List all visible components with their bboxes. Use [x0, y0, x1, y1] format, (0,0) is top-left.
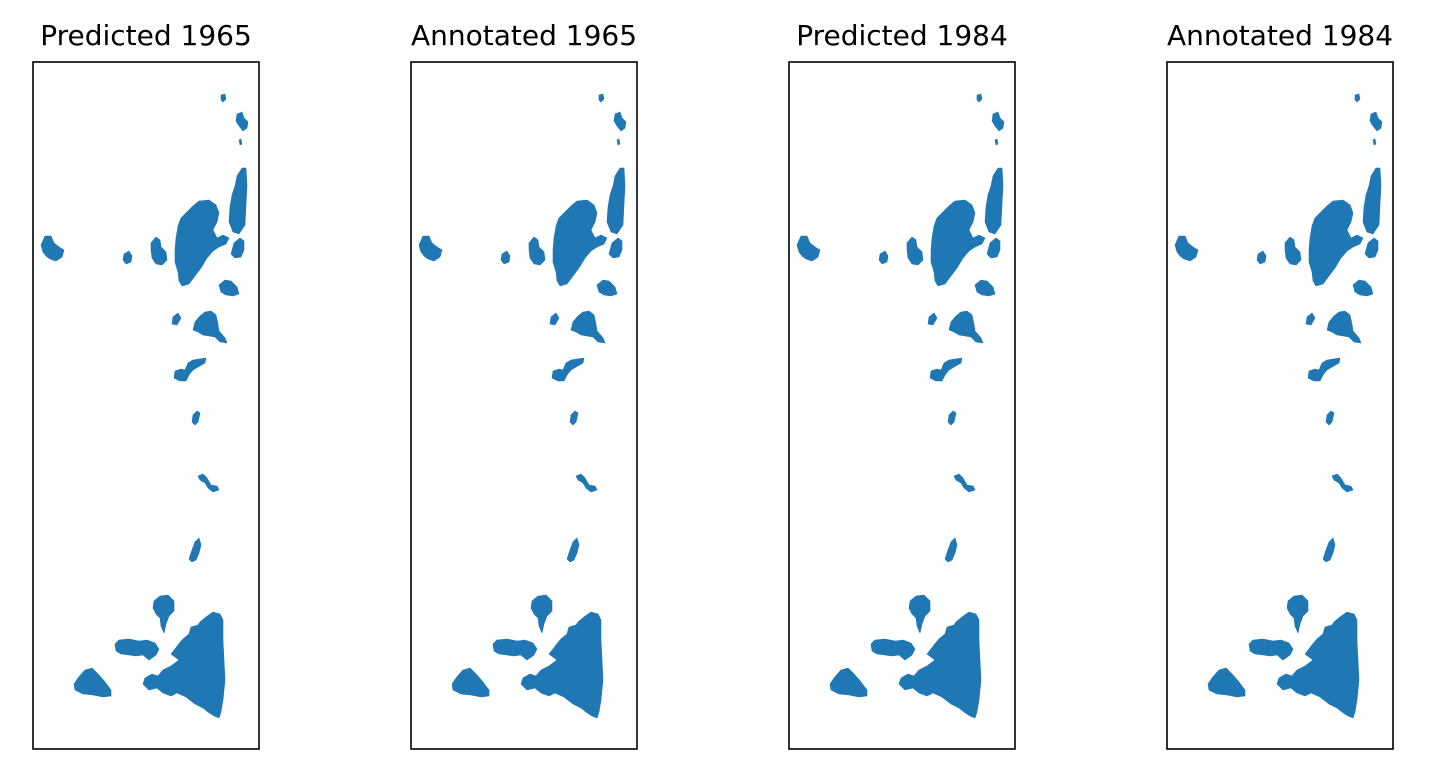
lake-polygon	[948, 310, 984, 344]
lake-polygon	[994, 138, 999, 146]
lake-polygon	[1331, 473, 1354, 493]
lake-polygon	[451, 667, 490, 698]
lake-polygon	[1174, 235, 1199, 262]
lake-polygons	[418, 93, 627, 719]
lake-polygon	[235, 111, 249, 132]
lake-polygon	[1284, 236, 1302, 266]
lake-polygon	[238, 138, 243, 146]
lake-polygon	[174, 199, 230, 287]
panel-annotated-1965: Annotated 1965	[410, 19, 638, 750]
lake-polygon	[122, 250, 133, 265]
lake-polygon	[492, 638, 538, 661]
lake-polygon	[570, 310, 606, 344]
lake-polygon	[1256, 250, 1267, 265]
lake-polygon	[218, 279, 240, 297]
lake-polygon	[906, 236, 924, 266]
lake-polygon	[1307, 357, 1341, 382]
lake-polygons	[40, 93, 249, 719]
lake-polygon	[1305, 312, 1316, 326]
lake-polygon	[40, 235, 65, 262]
lake-polygon	[878, 250, 889, 265]
lake-polygon	[1322, 537, 1336, 563]
panel-title: Predicted 1965	[40, 19, 252, 52]
lake-polygon	[908, 594, 931, 634]
lake-polygon	[520, 611, 604, 719]
lake-polygon	[1364, 237, 1379, 259]
lake-polygon	[549, 312, 560, 326]
lake-polygon	[1362, 167, 1382, 235]
lake-polygon	[188, 537, 202, 563]
lake-polygon	[930, 199, 986, 287]
lake-polygon	[173, 357, 207, 382]
lake-polygon	[796, 235, 821, 262]
lake-polygon	[569, 410, 579, 426]
lake-polygon	[927, 312, 938, 326]
lake-polygon	[1308, 199, 1364, 287]
lake-polygon	[220, 93, 227, 103]
lake-polygon	[1207, 667, 1246, 698]
lake-polygon	[1325, 410, 1335, 426]
lake-polygon	[191, 410, 201, 426]
lake-polygon	[986, 237, 1001, 259]
lake-polygon	[898, 611, 982, 719]
lake-polygon	[606, 167, 626, 235]
lake-polygon	[150, 236, 168, 266]
lake-polygon	[976, 93, 983, 103]
lake-polygon	[192, 310, 228, 344]
lake-polygon	[1352, 279, 1374, 297]
panel-title: Annotated 1965	[411, 19, 637, 52]
lake-polygon	[1369, 111, 1383, 132]
lake-polygon	[598, 93, 605, 103]
lake-polygon	[944, 537, 958, 563]
lake-polygon	[152, 594, 175, 634]
lake-polygon	[171, 312, 182, 326]
lake-polygon	[230, 237, 245, 259]
lake-polygon	[991, 111, 1005, 132]
lake-polygons	[1174, 93, 1383, 719]
lake-polygon	[197, 473, 220, 493]
lake-polygon	[613, 111, 627, 132]
lake-polygon	[142, 611, 226, 719]
lake-polygon	[552, 199, 608, 287]
lake-polygon	[829, 667, 868, 698]
panel-predicted-1984: Predicted 1984	[788, 19, 1016, 750]
lake-polygon	[73, 667, 112, 698]
lake-polygon	[1286, 594, 1309, 634]
panel-annotated-1984: Annotated 1984	[1166, 19, 1394, 750]
lake-polygon	[1354, 93, 1361, 103]
lake-polygon	[870, 638, 916, 661]
panel-predicted-1965: Predicted 1965	[32, 19, 260, 750]
lake-polygon	[528, 236, 546, 266]
lake-polygon	[1326, 310, 1362, 344]
lake-polygon	[929, 357, 963, 382]
lake-polygon	[608, 237, 623, 259]
lake-polygon	[953, 473, 976, 493]
lake-polygon	[566, 537, 580, 563]
lake-polygon	[1276, 611, 1360, 719]
lake-polygon	[551, 357, 585, 382]
lake-polygon	[616, 138, 621, 146]
lake-polygon	[1248, 638, 1294, 661]
panel-title: Annotated 1984	[1167, 19, 1393, 52]
lake-polygon	[530, 594, 553, 634]
lake-polygon	[1372, 138, 1377, 146]
lake-polygon	[596, 279, 618, 297]
axes-frame	[788, 61, 1016, 750]
lake-polygon	[575, 473, 598, 493]
axes-frame	[32, 61, 260, 750]
lake-polygons	[796, 93, 1005, 719]
axes-frame	[1166, 61, 1394, 750]
lake-polygon	[947, 410, 957, 426]
lake-polygon	[974, 279, 996, 297]
lake-polygon	[114, 638, 160, 661]
lake-polygon	[228, 167, 248, 235]
lake-polygon	[500, 250, 511, 265]
lake-polygon	[984, 167, 1004, 235]
panel-title: Predicted 1984	[796, 19, 1008, 52]
axes-frame	[410, 61, 638, 750]
lake-polygon	[418, 235, 443, 262]
